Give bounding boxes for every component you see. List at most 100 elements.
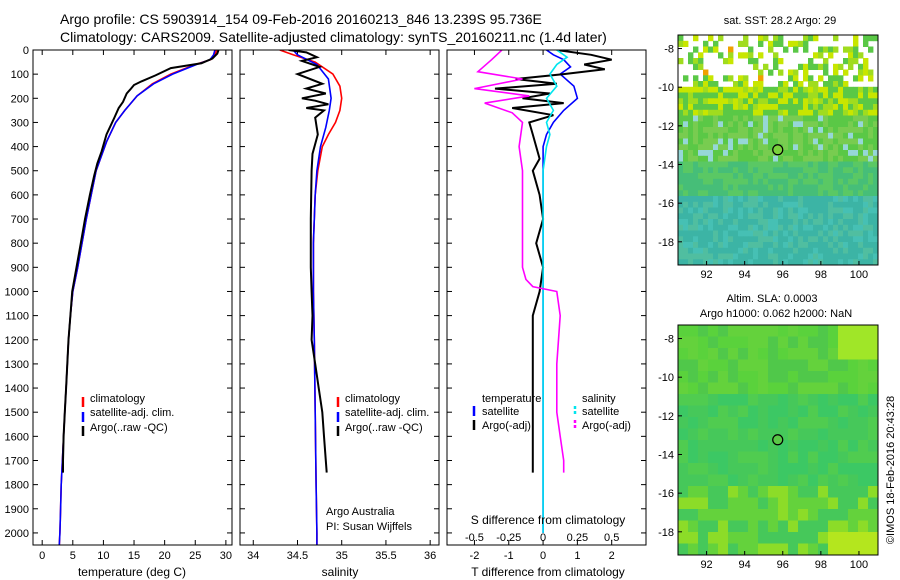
map-cell [678, 242, 684, 249]
map-cell [698, 121, 704, 128]
map-cell [808, 115, 814, 122]
map-cell [848, 532, 859, 544]
map-cell [693, 224, 699, 231]
temperature-xlabel: temperature (deg C) [78, 565, 186, 579]
map-cell [718, 207, 724, 214]
map-cell [818, 474, 829, 487]
map-cell [738, 104, 744, 111]
x-tick-label: 25 [189, 550, 201, 562]
map-cell [853, 92, 859, 99]
map-cell [713, 201, 719, 208]
map-cell [743, 230, 749, 237]
map-cell [678, 371, 689, 383]
map-cell [788, 196, 794, 203]
map-cell [688, 144, 694, 151]
map-cell [853, 242, 859, 249]
map-cell [863, 98, 869, 105]
map-cell [688, 371, 699, 383]
map-cell [803, 253, 809, 260]
map-cell [748, 190, 754, 197]
map-cell [858, 86, 864, 93]
salinity-panel: 34 34.5 35 35.5 36 salinity climatology sate… [239, 49, 440, 579]
map-cell [778, 348, 789, 360]
map-cell [828, 382, 839, 395]
map-cell [773, 178, 779, 185]
map-cell [688, 52, 694, 59]
map-cell [748, 173, 754, 180]
map-cell [698, 474, 709, 487]
map-cell [783, 81, 789, 88]
map-cell [863, 161, 869, 168]
difference-salinity-legend: salinity satellite Argo(-adj) [573, 393, 631, 432]
map-cell [848, 463, 859, 475]
map-cell [848, 247, 854, 254]
map-cell [738, 81, 744, 88]
map-cell [808, 201, 814, 208]
map-cell [698, 201, 704, 208]
map-cell [728, 75, 734, 82]
map-cell [688, 486, 699, 498]
map-cell [858, 167, 864, 174]
map-cell [733, 115, 739, 122]
map-cell [758, 417, 769, 429]
map-cell [708, 509, 719, 521]
map-cell [868, 167, 874, 174]
map-cell [833, 138, 839, 145]
map-cell [683, 161, 689, 168]
series-line [474, 50, 565, 473]
map-cell [688, 161, 694, 168]
map-cell [828, 75, 834, 82]
map-cell [848, 213, 854, 220]
map-cell [858, 190, 864, 197]
x-tick-label: 1 [574, 550, 580, 562]
map-cell [773, 115, 779, 122]
map-cell [803, 121, 809, 128]
map-cell [678, 150, 684, 157]
map-cell [833, 63, 839, 70]
map-cell [738, 173, 744, 180]
map-cell [678, 219, 684, 226]
map-cell [718, 150, 724, 157]
map-cell [798, 178, 804, 185]
map-cell [808, 520, 819, 533]
map-cell [803, 190, 809, 197]
map-cell [693, 98, 699, 105]
map-cell [748, 242, 754, 249]
map-cell [828, 98, 834, 105]
map-cell [873, 138, 879, 145]
map-cell [778, 213, 784, 220]
map-cell [793, 184, 799, 191]
map-cell [788, 178, 794, 185]
map-cell [713, 138, 719, 145]
map-cell [703, 184, 709, 191]
y-tick-label: 900 [11, 262, 29, 274]
map-cell [758, 509, 769, 521]
map-cell [718, 196, 724, 203]
map-cell [723, 167, 729, 174]
map-cell [728, 98, 734, 105]
map-cell [873, 184, 879, 191]
map-cell [823, 92, 829, 99]
map-cell [873, 104, 879, 111]
map-cell [728, 92, 734, 99]
map-cell [703, 196, 709, 203]
map-cell [708, 155, 714, 162]
annotation-argo-australia: Argo Australia [326, 506, 395, 518]
map-cell [678, 184, 684, 191]
map-cell [773, 184, 779, 191]
map-cell [788, 336, 799, 349]
map-cell [778, 230, 784, 237]
map-cell [873, 224, 879, 231]
map-cell [688, 207, 694, 214]
map-cell [733, 86, 739, 93]
map-cell [838, 382, 849, 395]
map-cell [688, 173, 694, 180]
map-cell [783, 138, 789, 145]
map-cell [758, 92, 764, 99]
map-cell [753, 230, 759, 237]
map-cell [733, 259, 739, 266]
map-cell [793, 259, 799, 266]
map-cell [848, 150, 854, 157]
map-cell [858, 52, 864, 59]
map-cell [768, 497, 779, 510]
